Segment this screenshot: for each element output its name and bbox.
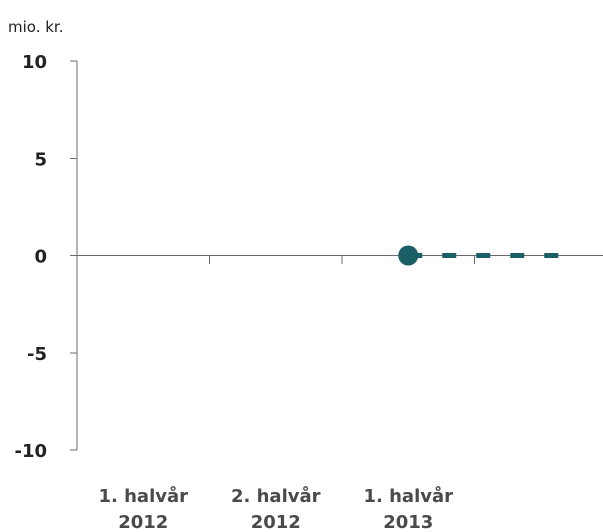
x-tick-label: 2013 [383,512,433,532]
x-tick-label: 2012 [118,512,168,532]
data-point-marker [398,245,419,266]
x-tick-label: 2. halvår [231,485,321,507]
x-tick-label: 1. halvår [363,485,453,507]
y-tick-label: -10 [14,441,47,462]
y-tick-label: 10 [22,52,47,73]
y-tick-label: -5 [27,344,47,365]
y-tick-label: 5 [34,149,47,170]
x-axis: 1. halvår 2012 2. halvår 2012 1. halvår 2013 [98,255,475,532]
x-tick-label: 2012 [251,512,301,532]
y-axis: 10 5 0 -5 -10 [14,52,77,462]
unit-label: mio. kr. [8,18,63,36]
x-tick-label: 1. halvår [98,485,188,507]
series-layer [398,245,568,266]
y-tick-label: 0 [34,247,47,268]
